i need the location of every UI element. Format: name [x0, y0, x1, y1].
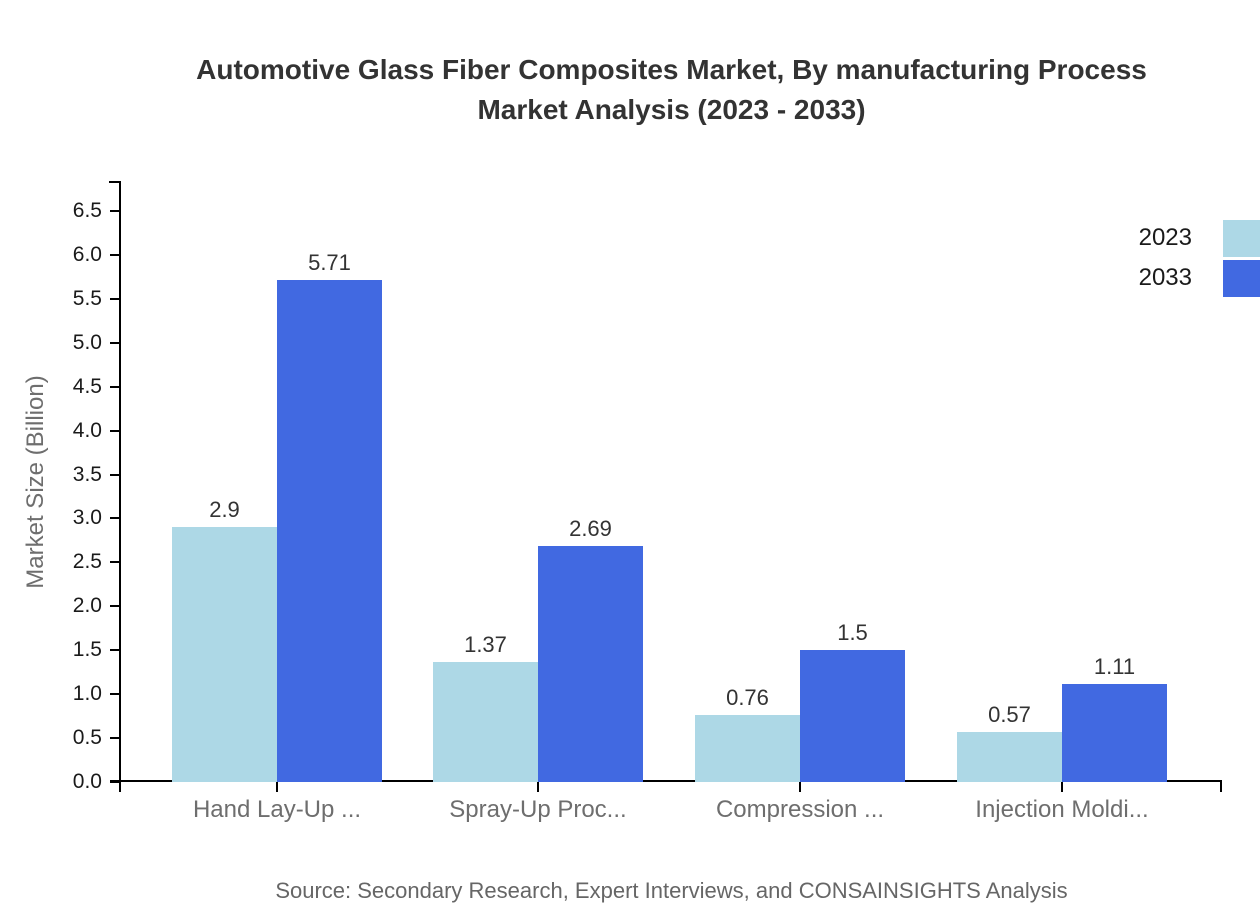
y-tick-0.0 [110, 781, 121, 783]
chart-title-line-1: Automotive Glass Fiber Composites Market… [196, 54, 1147, 85]
y-tick-label-3.0: 3.0 [72, 506, 102, 529]
bar-value-label-2033-hand-lay-up: 5.71 [308, 250, 351, 275]
y-tick-6.5 [110, 210, 121, 212]
x-tick-injection-moldi [1061, 781, 1063, 792]
chart-title-line-2: Market Analysis (2023 - 2033) [477, 94, 866, 125]
y-tick-label-4.0: 4.0 [72, 419, 102, 442]
legend-label-2033: 2033 [1138, 264, 1192, 291]
bar-2023-hand-lay-up [172, 527, 277, 782]
bar-value-label-2023-spray-up-proc: 1.37 [464, 632, 507, 657]
y-axis-line [119, 182, 121, 792]
bar-2033-hand-lay-up [277, 280, 382, 782]
y-tick-label-5.0: 5.0 [72, 331, 102, 354]
x-tick-hand-lay-up [276, 781, 278, 792]
y-tick-label-1.0: 1.0 [72, 682, 102, 705]
y-tick-label-6.0: 6.0 [72, 243, 102, 266]
bar-2033-spray-up-proc [538, 546, 643, 782]
x-axis-line [110, 780, 1222, 782]
legend-label-2023: 2023 [1138, 224, 1192, 251]
y-tick-2.0 [110, 605, 121, 607]
y-tick-3.0 [110, 517, 121, 519]
y-tick-4.0 [110, 430, 121, 432]
y-tick-2.5 [110, 561, 121, 563]
y-tick-4.5 [110, 386, 121, 388]
x-axis-end-tick [1220, 781, 1222, 792]
legend: 2023 2033 [1139, 218, 1260, 298]
source-text: Source: Secondary Research, Expert Inter… [275, 878, 1068, 903]
y-tick-1.5 [110, 649, 121, 651]
legend-item-2033: 2033 [1139, 258, 1260, 298]
y-tick-label-0.0: 0.0 [72, 770, 102, 793]
bar-value-label-2023-hand-lay-up: 2.9 [209, 497, 240, 522]
bar-2033-compression [800, 650, 905, 782]
y-tick-0.5 [110, 737, 121, 739]
legend-swatch-2033 [1223, 259, 1260, 297]
y-axis-end-tick [109, 181, 121, 183]
y-tick-label-3.5: 3.5 [72, 463, 102, 486]
y-tick-label-2.0: 2.0 [72, 594, 102, 617]
x-category-label-injection-moldi: Injection Moldi... [975, 796, 1149, 823]
x-category-label-compression: Compression ... [715, 796, 885, 823]
bar-2023-compression [695, 715, 800, 782]
y-tick-label-2.5: 2.5 [72, 550, 102, 573]
y-tick-5.0 [110, 342, 121, 344]
y-tick-label-5.5: 5.5 [72, 287, 102, 310]
bar-value-label-2033-spray-up-proc: 2.69 [569, 516, 612, 541]
legend-item-2023: 2023 [1139, 218, 1260, 258]
bar-2023-injection-moldi [957, 732, 1062, 782]
bar-value-label-2023-compression: 0.76 [726, 685, 769, 710]
y-tick-3.5 [110, 474, 121, 476]
y-tick-1.0 [110, 693, 121, 695]
chart-title: Automotive Glass Fiber Composites Market… [121, 50, 1222, 130]
y-tick-6.0 [110, 254, 121, 256]
x-tick-compression [799, 781, 801, 792]
bar-value-label-2033-injection-moldi: 1.11 [1093, 654, 1136, 679]
x-tick-spray-up-proc [537, 781, 539, 792]
x-category-label-hand-lay-up: Hand Lay-Up ... [192, 796, 362, 823]
y-tick-label-6.5: 6.5 [72, 199, 102, 222]
y-tick-5.5 [110, 298, 121, 300]
bar-value-label-2023-injection-moldi: 0.57 [988, 702, 1031, 727]
y-tick-label-0.5: 0.5 [72, 726, 102, 749]
bar-2023-spray-up-proc [433, 662, 538, 782]
bar-2033-injection-moldi [1062, 684, 1167, 782]
legend-swatch-2023 [1223, 219, 1260, 257]
x-category-label-spray-up-proc: Spray-Up Proc... [449, 796, 627, 823]
y-tick-label-4.5: 4.5 [72, 375, 102, 398]
bar-value-label-2033-compression: 1.5 [837, 620, 868, 645]
y-tick-label-1.5: 1.5 [72, 638, 102, 661]
